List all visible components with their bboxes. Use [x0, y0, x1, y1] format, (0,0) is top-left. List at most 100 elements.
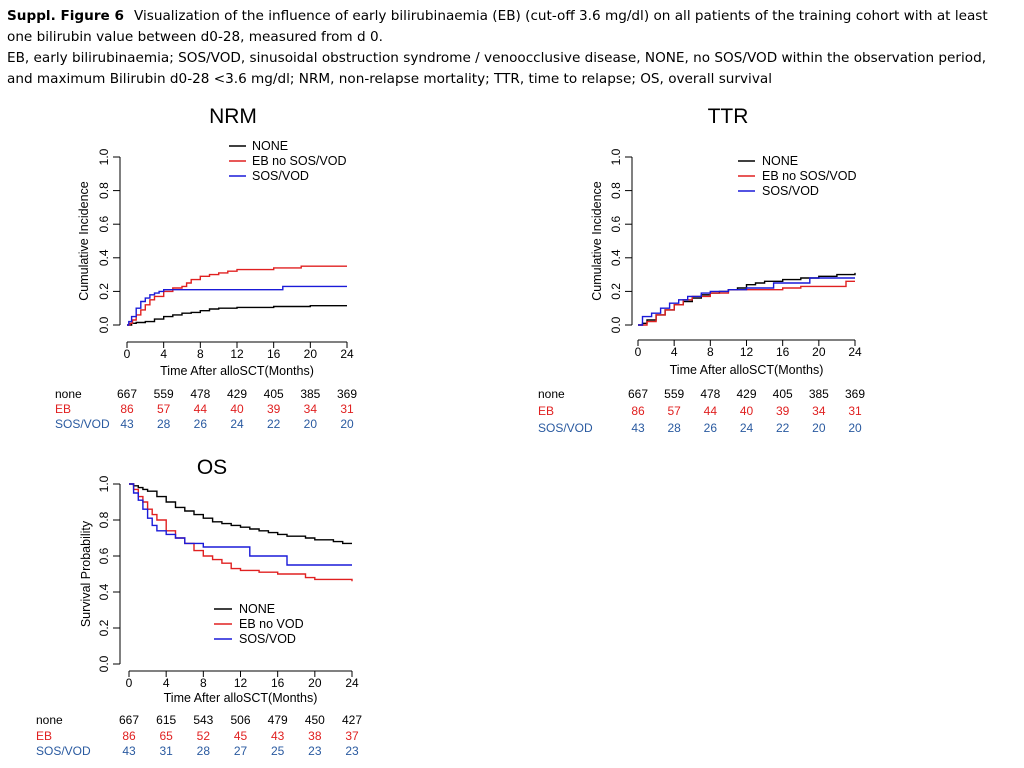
os-risk-value: 65	[159, 729, 173, 743]
os-risk-value: 37	[345, 729, 359, 743]
os-risk-value: 23	[345, 744, 359, 758]
ttr-risk-value: 26	[704, 421, 718, 435]
ttr-series-0	[638, 272, 856, 326]
nrm-y-tick-label: 0.2	[97, 283, 111, 300]
ttr-risk-value: 39	[776, 404, 790, 418]
nrm-risk-value: 22	[267, 417, 281, 431]
nrm-risk-value: 40	[230, 402, 244, 416]
ttr-risk-value: 478	[700, 387, 720, 401]
nrm-x-tick-label: 12	[230, 347, 244, 361]
os-series-0	[129, 483, 352, 545]
ttr-legend-entry: NONE	[762, 154, 798, 168]
nrm-y-axis-label: Cumulative Incidence	[77, 181, 91, 301]
os-series-1	[129, 483, 353, 582]
ttr-x-tick-label: 12	[740, 345, 754, 359]
ttr-legend-entry: SOS/VOD	[762, 184, 819, 198]
os-risk-value: 450	[305, 713, 325, 727]
os-y-axis-label: Survival Probability	[79, 520, 93, 627]
nrm-risk-value: 405	[264, 387, 284, 401]
nrm-risk-value: 57	[157, 402, 171, 416]
os-legend-entry: SOS/VOD	[239, 632, 296, 646]
os-risk-value: 23	[308, 744, 322, 758]
os-risk-value: 86	[122, 729, 136, 743]
nrm-x-tick-label: 24	[340, 347, 354, 361]
ttr-y-tick-label: 0.2	[609, 283, 623, 300]
nrm-risk-label: EB	[55, 402, 71, 416]
ttr-x-tick-label: 24	[848, 345, 862, 359]
os-risk-value: 667	[119, 713, 139, 727]
ttr-title: TTR	[708, 105, 749, 128]
nrm-risk-label: SOS/VOD	[55, 417, 110, 431]
nrm-y-tick-label: 0.6	[97, 216, 111, 233]
nrm-risk-value: 28	[157, 417, 171, 431]
ttr-x-tick-label: 20	[812, 345, 826, 359]
os-y-tick-label: 0.2	[97, 619, 111, 636]
os-x-tick-label: 24	[345, 676, 359, 690]
nrm-risk-value: 24	[230, 417, 244, 431]
ttr-risk-value: 28	[667, 421, 681, 435]
os-series-2	[129, 483, 352, 566]
nrm-legend-entry: SOS/VOD	[252, 169, 309, 183]
ttr-legend-entry: EB no SOS/VOD	[762, 169, 856, 183]
ttr-y-tick-label: 0.6	[609, 216, 623, 233]
nrm-risk-value: 34	[304, 402, 318, 416]
nrm-x-tick-label: 4	[160, 347, 167, 361]
nrm-risk-value: 39	[267, 402, 281, 416]
os-risk-value: 479	[268, 713, 288, 727]
caption-label: Suppl. Figure 6	[7, 8, 124, 24]
caption-line2: EB, early bilirubinaemia; SOS/VOD, sinus…	[7, 50, 987, 87]
ttr-x-tick-label: 0	[635, 345, 642, 359]
os-risk-value: 28	[197, 744, 211, 758]
os-risk-value: 31	[159, 744, 173, 758]
ttr-risk-value: 405	[773, 387, 793, 401]
ttr-y-tick-label: 0.4	[609, 249, 623, 266]
figure-caption: Suppl. Figure 6 Visualization of the infl…	[7, 6, 1007, 90]
os-title: OS	[197, 456, 227, 479]
nrm-risk-value: 43	[120, 417, 134, 431]
os-risk-value: 45	[234, 729, 248, 743]
os-x-tick-label: 0	[126, 676, 133, 690]
os-x-tick-label: 20	[308, 676, 322, 690]
nrm-risk-value: 478	[190, 387, 210, 401]
ttr-risk-value: 559	[664, 387, 684, 401]
caption-line1: Visualization of the influence of early …	[7, 8, 988, 45]
os-x-axis-label: Time After alloSCT(Months)	[164, 691, 318, 705]
nrm-risk-value: 385	[300, 387, 320, 401]
ttr-y-tick-label: 0.0	[609, 316, 623, 333]
os-risk-label: SOS/VOD	[36, 744, 91, 758]
ttr-risk-value: 40	[740, 404, 754, 418]
os-risk-value: 27	[234, 744, 248, 758]
nrm-y-tick-label: 1.0	[97, 148, 111, 165]
nrm-series-1	[127, 265, 347, 326]
os-x-tick-label: 12	[234, 676, 248, 690]
ttr-risk-label: SOS/VOD	[538, 421, 593, 435]
nrm-risk-value: 20	[340, 417, 354, 431]
ttr-risk-value: 57	[667, 404, 681, 418]
os-risk-value: 615	[156, 713, 176, 727]
nrm-risk-value: 20	[304, 417, 318, 431]
ttr-risk-value: 24	[740, 421, 754, 435]
os-risk-value: 543	[193, 713, 213, 727]
os-x-tick-label: 8	[200, 676, 207, 690]
nrm-series-2	[127, 285, 347, 326]
os-y-tick-label: 0.8	[97, 511, 111, 528]
nrm-risk-value: 44	[194, 402, 208, 416]
ttr-series-2	[638, 277, 855, 326]
ttr-x-tick-label: 8	[707, 345, 714, 359]
nrm-series-0	[127, 305, 347, 326]
nrm-x-tick-label: 8	[197, 347, 204, 361]
nrm-risk-value: 667	[117, 387, 137, 401]
nrm-risk-value: 86	[120, 402, 134, 416]
os-risk-value: 38	[308, 729, 322, 743]
ttr-risk-value: 20	[812, 421, 826, 435]
ttr-risk-value: 43	[631, 421, 645, 435]
nrm-risk-label: none	[55, 387, 82, 401]
os-legend-entry: NONE	[239, 602, 275, 616]
os-risk-label: none	[36, 713, 63, 727]
os-risk-label: EB	[36, 729, 52, 743]
ttr-risk-value: 369	[845, 387, 865, 401]
ttr-risk-label: EB	[538, 404, 554, 418]
nrm-x-tick-label: 0	[124, 347, 131, 361]
os-risk-value: 427	[342, 713, 362, 727]
